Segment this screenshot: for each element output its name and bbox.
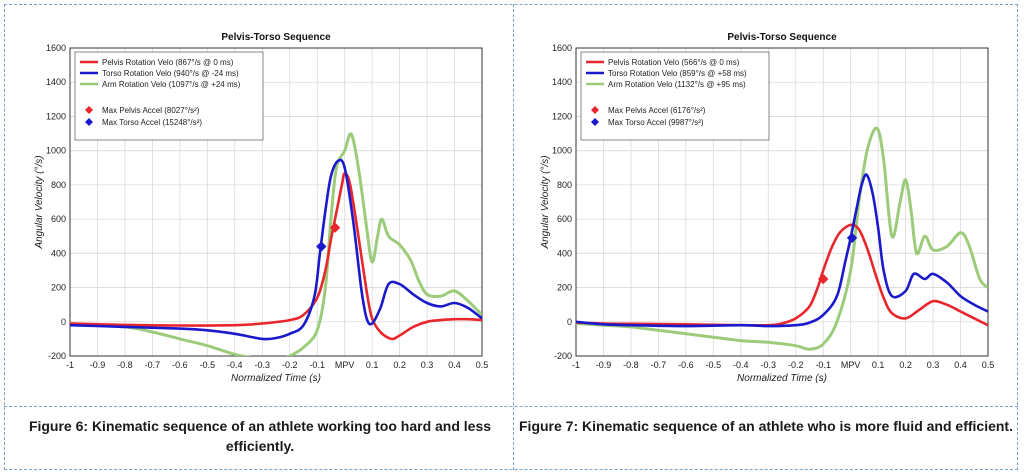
legend-entry: Max Torso Accel (15248°/s²) — [102, 118, 202, 127]
legend-entry: Pelvis Rotation Velo (867°/s @ 0 ms) — [102, 58, 234, 67]
y-tick-label: 600 — [557, 214, 572, 224]
x-tick-label: -0.7 — [651, 360, 667, 370]
y-tick-label: 1000 — [46, 146, 66, 156]
y-tick-label: 1200 — [46, 111, 66, 121]
y-tick-label: 800 — [557, 180, 572, 190]
legend-entry: Max Pelvis Accel (6176°/s²) — [608, 106, 706, 115]
legend-box — [74, 51, 264, 141]
x-tick-label: -0.8 — [117, 360, 133, 370]
legend-entry: Torso Rotation Velo (859°/s @ +58 ms) — [608, 69, 747, 78]
legend: Pelvis Rotation Velo (566°/s @ 0 ms) Tors… — [580, 51, 770, 141]
marker-max-pelvis-accel — [329, 222, 341, 233]
y-tick-label: 600 — [51, 214, 66, 224]
y-tick-label: 200 — [557, 283, 572, 293]
y-axis-label: Angular Velocity (°/s) — [34, 155, 45, 249]
legend-marker-swatch — [591, 118, 599, 126]
x-tick-label: -0.1 — [309, 360, 325, 370]
chart-title: Pelvis-Torso Sequence — [727, 32, 837, 43]
legend: Pelvis Rotation Velo (867°/s @ 0 ms) Tors… — [74, 51, 264, 141]
x-tick-label: -0.9 — [90, 360, 106, 370]
x-tick-label: 0.1 — [366, 360, 379, 370]
legend-entry: Torso Rotation Velo (940°/s @ -24 ms) — [102, 69, 239, 78]
x-axis-label: Normalized Time (s) — [737, 373, 827, 384]
x-tick-label: -0.4 — [227, 360, 243, 370]
x-tick-label: -0.4 — [733, 360, 749, 370]
x-tick-label: 0.3 — [927, 360, 940, 370]
y-tick-label: 1200 — [552, 111, 572, 121]
legend-entry: Arm Rotation Velo (1132°/s @ +95 ms) — [608, 80, 746, 89]
x-tick-label: 0.4 — [448, 360, 461, 370]
series-torso-rotation-veloline — [576, 173, 988, 328]
y-tick-label: 400 — [51, 248, 66, 258]
x-tick-label: -0.5 — [706, 360, 722, 370]
chart-figure-7: -1 -0.9 -0.8 -0.7 -0.6 -0.5 -0.4 -0.3 -0.2 -0.1 MP… — [540, 32, 994, 384]
legend-marker-swatch — [85, 106, 93, 114]
legend-entry: Arm Rotation Velo (1097°/s @ +24 ms) — [102, 80, 241, 89]
series-pelvis-rotation-veloline — [70, 172, 482, 341]
x-tick-label: -0.7 — [145, 360, 161, 370]
x-tick-label: 0.5 — [982, 360, 995, 370]
y-tick-label: 1600 — [46, 43, 66, 53]
plot-area — [575, 47, 989, 357]
y-tick-label: 800 — [51, 180, 66, 190]
y-tick-label: -200 — [48, 351, 66, 361]
x-tick-label: -0.5 — [200, 360, 216, 370]
x-tick-label: 0.1 — [872, 360, 885, 370]
caption-divider — [4, 406, 1018, 407]
x-tick-label: -0.8 — [623, 360, 639, 370]
plot-area — [69, 47, 483, 357]
x-tick-label: -0.2 — [788, 360, 804, 370]
y-axis-label: Angular Velocity (°/s) — [540, 155, 551, 249]
x-tick-label: MPV — [335, 360, 355, 370]
x-tick-label: 0.2 — [899, 360, 912, 370]
x-tick-label: MPV — [841, 360, 861, 370]
x-tick-label: -0.3 — [255, 360, 271, 370]
figure-7-caption: Figure 7: Kinematic sequence of an athle… — [519, 418, 1013, 434]
y-tick-label: -200 — [554, 351, 572, 361]
marker-max-torso-accel — [846, 232, 858, 244]
x-tick-label: 0.3 — [421, 360, 434, 370]
legend-box — [580, 51, 770, 141]
y-tick-label: 0 — [567, 317, 572, 327]
series-arm-rotation-veloline — [576, 126, 988, 351]
x-tick-label: 0.2 — [393, 360, 406, 370]
x-tick-label: -0.9 — [596, 360, 612, 370]
x-tick-label: -0.3 — [761, 360, 777, 370]
legend-marker-swatch — [85, 118, 93, 126]
chart-title: Pelvis-Torso Sequence — [221, 32, 331, 43]
y-tick-label: 1000 — [552, 146, 572, 156]
panel-divider-vertical — [513, 4, 514, 470]
y-tick-label: 1400 — [552, 77, 572, 87]
legend-marker-swatch — [591, 106, 599, 114]
legend-entry: Max Torso Accel (9987°/s²) — [608, 118, 704, 127]
x-tick-label: 0.5 — [476, 360, 489, 370]
y-tick-label: 0 — [61, 317, 66, 327]
figure-6-caption: Figure 6: Kinematic sequence of an athle… — [28, 418, 492, 454]
series-torso-rotation-veloline — [70, 158, 482, 341]
x-tick-label: -1 — [66, 360, 74, 370]
y-tick-label: 200 — [51, 283, 66, 293]
legend-entry: Pelvis Rotation Velo (566°/s @ 0 ms) — [608, 58, 740, 67]
x-tick-label: -0.2 — [282, 360, 298, 370]
marker-max-torso-accel — [316, 241, 327, 252]
y-tick-label: 1600 — [552, 43, 572, 53]
x-tick-label: -1 — [572, 360, 580, 370]
x-tick-label: -0.6 — [678, 360, 694, 370]
series-arm-rotation-veloline — [70, 132, 482, 356]
marker-max-pelvis-accel — [817, 273, 829, 285]
figure-frame — [4, 4, 1018, 470]
x-tick-label: 0.4 — [954, 360, 967, 370]
y-tick-label: 1400 — [46, 77, 66, 87]
x-axis-label: Normalized Time (s) — [231, 373, 321, 384]
chart-figure-6: -1 -0.9 -0.8 -0.7 -0.6 -0.5 -0.4 -0.3 -0.2 -0.1 MP… — [34, 32, 488, 384]
x-tick-label: -0.6 — [172, 360, 188, 370]
x-tick-label: -0.1 — [815, 360, 831, 370]
legend-entry: Max Pelvis Accel (8027°/s²) — [102, 106, 200, 115]
y-tick-label: 400 — [557, 248, 572, 258]
